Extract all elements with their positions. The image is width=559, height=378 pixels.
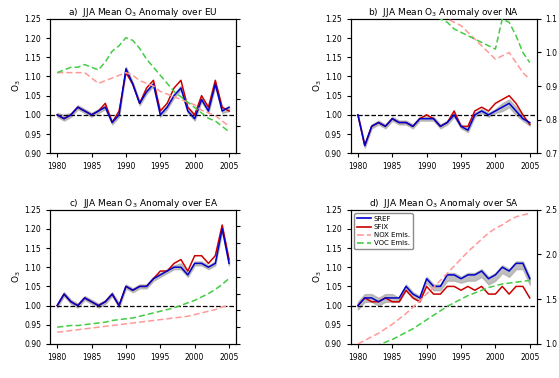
Title: a)  JJA Mean O$_3$ Anomaly over EU: a) JJA Mean O$_3$ Anomaly over EU: [68, 6, 218, 19]
Y-axis label: O$_3$: O$_3$: [11, 271, 23, 283]
Title: b)  JJA Mean O$_3$ Anomaly over NA: b) JJA Mean O$_3$ Anomaly over NA: [368, 6, 519, 19]
Y-axis label: O$_3$: O$_3$: [311, 80, 324, 92]
Title: d)  JJA Mean O$_3$ Anomaly over SA: d) JJA Mean O$_3$ Anomaly over SA: [369, 197, 519, 210]
Title: c)  JJA Mean O$_3$ Anomaly over EA: c) JJA Mean O$_3$ Anomaly over EA: [69, 197, 217, 210]
Y-axis label: O$_3$: O$_3$: [311, 271, 324, 283]
Y-axis label: O$_3$: O$_3$: [11, 80, 23, 92]
Legend: SREF, SFIX, NOX Emis., VOC Emis.: SREF, SFIX, NOX Emis., VOC Emis.: [354, 213, 413, 249]
